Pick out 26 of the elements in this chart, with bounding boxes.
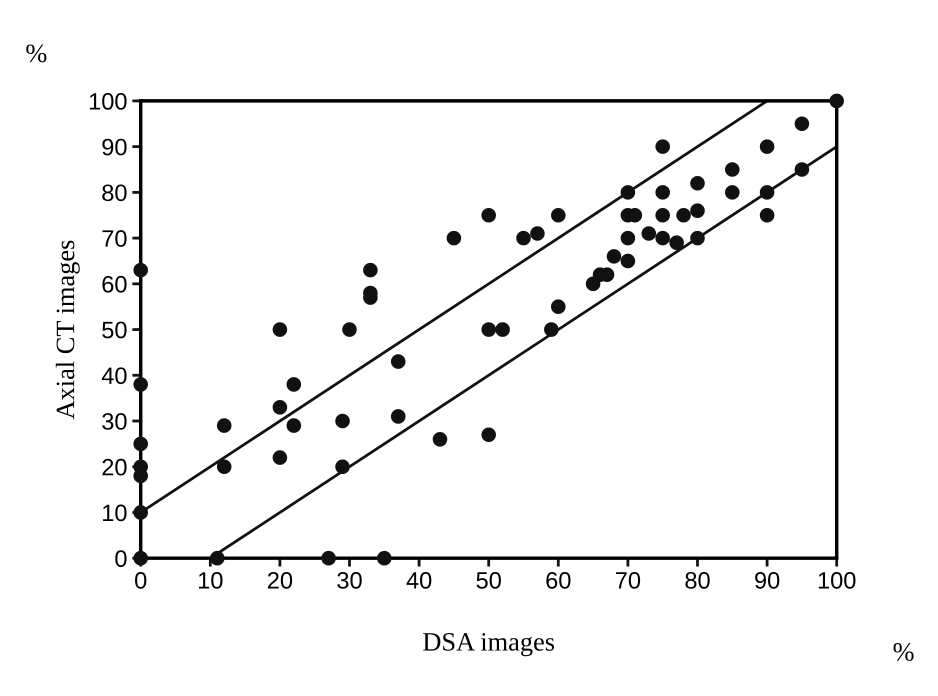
y-tick-label: 0: [115, 550, 127, 567]
y-tick-label: 90: [102, 138, 127, 156]
x-tick-label: 10: [198, 572, 223, 589]
x-tick-label: 60: [546, 572, 571, 589]
x-tick-label: 0: [135, 572, 146, 589]
text: %: [893, 643, 914, 661]
y-tick-label: 80: [102, 184, 127, 202]
y-tick-label: 70: [102, 230, 127, 247]
y-axis-title: Axial CT images: [56, 240, 80, 420]
y-tick-label: 20: [102, 458, 127, 476]
y-tick-label: 30: [102, 413, 127, 430]
x-tick-label: 70: [616, 572, 640, 589]
x-axis-title: DSA images: [423, 633, 554, 656]
text: %: [26, 44, 46, 62]
y-tick-label: 60: [102, 276, 127, 293]
y-tick-label: 100: [90, 92, 127, 110]
x-tick-label: 100: [818, 572, 856, 589]
y-tick-label: 40: [102, 367, 127, 384]
y-tick-label: 50: [102, 322, 127, 338]
x-tick-label: 80: [685, 572, 710, 589]
x-tick-label: 30: [337, 572, 362, 589]
x-tick-label: 40: [406, 572, 432, 589]
y-tick-label: 10: [103, 504, 127, 522]
x-tick-label: 20: [268, 572, 292, 589]
x-tick-label: 90: [755, 572, 780, 589]
x-tick-label: 50: [476, 572, 501, 589]
